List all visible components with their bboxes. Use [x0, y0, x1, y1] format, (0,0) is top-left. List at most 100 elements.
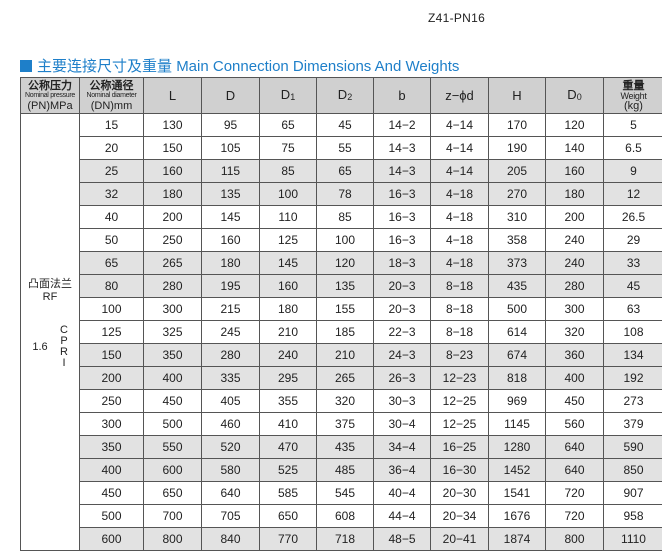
table-cell: 500	[80, 505, 144, 528]
table-cell: 45	[604, 275, 662, 298]
table-cell: 134	[604, 344, 662, 367]
table-cell: 818	[489, 367, 546, 390]
table-cell: 485	[317, 459, 374, 482]
table-cell: 560	[546, 413, 604, 436]
table-cell: 1874	[489, 528, 546, 551]
table-cell: 135	[317, 275, 374, 298]
table-cell: 265	[317, 367, 374, 390]
table-cell: 640	[546, 436, 604, 459]
table-cell: 590	[604, 436, 662, 459]
table-cell: 26−3	[374, 367, 431, 390]
table-cell: 14−3	[374, 137, 431, 160]
table-cell: 25	[80, 160, 144, 183]
table-cell: 720	[546, 482, 604, 505]
table-cell: 14−3	[374, 160, 431, 183]
table-cell: 379	[604, 413, 662, 436]
table-cell: 26.5	[604, 206, 662, 229]
table-cell: 65	[260, 114, 317, 137]
table-cell: 34−4	[374, 436, 431, 459]
table-cell: 600	[80, 528, 144, 551]
table-cell: 265	[144, 252, 202, 275]
table-cell: 20−3	[374, 275, 431, 298]
table-cell: 410	[260, 413, 317, 436]
table-cell: 205	[489, 160, 546, 183]
table-cell: 375	[317, 413, 374, 436]
table-cell: 48−5	[374, 528, 431, 551]
table-cell: 85	[260, 160, 317, 183]
table-cell: 40	[80, 206, 144, 229]
table-cell: 520	[202, 436, 260, 459]
table-cell: 4−18	[431, 206, 489, 229]
table-cell: 450	[144, 390, 202, 413]
table-cell: 360	[546, 344, 604, 367]
table-cell: 100	[317, 229, 374, 252]
table-cell: 135	[202, 183, 260, 206]
table-cell: 1541	[489, 482, 546, 505]
table-cell: 280	[202, 344, 260, 367]
table-cell: 12−25	[431, 413, 489, 436]
table-cell: 355	[260, 390, 317, 413]
table-cell: 30−3	[374, 390, 431, 413]
table-cell: 9	[604, 160, 662, 183]
table-cell: 16−3	[374, 183, 431, 206]
table-cell: 4−18	[431, 229, 489, 252]
table-cell: 450	[80, 482, 144, 505]
table-cell: 180	[144, 183, 202, 206]
table-cell: 400	[144, 367, 202, 390]
table-cell: 16−25	[431, 436, 489, 459]
table-cell: 1110	[604, 528, 662, 551]
table-cell: 45	[317, 114, 374, 137]
table-cell: 4−14	[431, 114, 489, 137]
table-cell: 160	[202, 229, 260, 252]
table-cell: 600	[144, 459, 202, 482]
table-cell: 140	[546, 137, 604, 160]
table-cell: 20	[80, 137, 144, 160]
table-cell: 15	[80, 114, 144, 137]
section-title-en: Main Connection Dimensions And Weights	[176, 58, 459, 75]
table-cell: 80	[80, 275, 144, 298]
table-cell: 405	[202, 390, 260, 413]
table-cell: 12−25	[431, 390, 489, 413]
table-cell: 705	[202, 505, 260, 528]
table-cell: 640	[202, 482, 260, 505]
table-cell: 170	[489, 114, 546, 137]
table-cell: 8−18	[431, 321, 489, 344]
square-bullet-icon	[20, 60, 32, 72]
header-d1: D1	[260, 78, 317, 114]
table-cell: 435	[489, 275, 546, 298]
header-d: D	[202, 78, 260, 114]
table-cell: 210	[260, 321, 317, 344]
table-cell: 108	[604, 321, 662, 344]
table-cell: 545	[317, 482, 374, 505]
table-cell: 180	[546, 183, 604, 206]
table-cell: 240	[546, 229, 604, 252]
table-cell: 325	[144, 321, 202, 344]
table-cell: 280	[546, 275, 604, 298]
table-cell: 130	[144, 114, 202, 137]
table-cell: 65	[317, 160, 374, 183]
table-cell: 674	[489, 344, 546, 367]
table-cell: 8−18	[431, 275, 489, 298]
table-cell: 800	[144, 528, 202, 551]
table-cell: 155	[317, 298, 374, 321]
table-cell: 78	[317, 183, 374, 206]
table-cell: 958	[604, 505, 662, 528]
table-cell: 190	[489, 137, 546, 160]
table-cell: 16−3	[374, 206, 431, 229]
table-cell: 500	[144, 413, 202, 436]
face-en: RF	[21, 291, 79, 304]
